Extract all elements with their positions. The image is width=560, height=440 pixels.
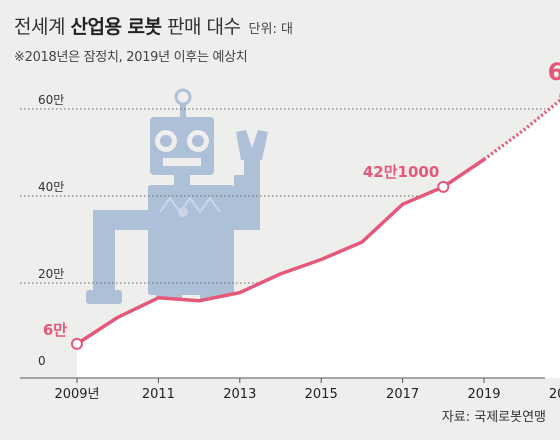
data-label: 6만 — [43, 321, 67, 339]
data-point — [437, 180, 450, 193]
x-tick-label: 2015 — [305, 387, 338, 402]
data-label: 42만1000 — [363, 163, 439, 181]
x-tick-label: 2017 — [386, 387, 419, 402]
note-text: ※2018년은 잠정치, 2019년 이후는 예상치 — [14, 50, 248, 65]
y-axis-labels: 0 20만 40만 60만 — [38, 93, 64, 368]
y-tick-label: 40만 — [38, 180, 64, 194]
y-tick-label: 0 — [38, 354, 46, 368]
unit-label: 단위: 대 — [248, 22, 293, 37]
title-prefix: 전세계 — [14, 16, 65, 38]
x-tick-label: 2009년 — [54, 387, 99, 402]
title-suffix: 판매 대수 — [167, 16, 241, 38]
x-axis-labels: 2009년 2011 2013 2015 2017 2019 2021 — [54, 378, 560, 402]
x-tick-label: 2011 — [142, 387, 175, 402]
data-label: 63만 — [548, 58, 560, 86]
x-tick-label: 2013 — [223, 387, 256, 402]
source-text: 자료: 국제로봇연맹 — [441, 410, 546, 425]
area-fill — [77, 100, 560, 378]
highlight-points — [71, 93, 560, 350]
series-line-actual — [75, 157, 486, 346]
data-point — [71, 337, 83, 350]
title-bold: 산업용 로봇 — [70, 16, 163, 38]
x-tick-label: 2021 — [549, 387, 560, 402]
chart-title: 전세계 산업용 로봇 판매 대수 단위: 대 — [14, 12, 293, 39]
y-tick-label: 20만 — [38, 267, 64, 281]
y-tick-label: 60만 — [38, 93, 64, 107]
x-tick-label: 2019 — [467, 387, 500, 402]
data-labels: 6만 42만1000 63만 — [43, 58, 560, 339]
series-line-forecast — [482, 98, 560, 161]
